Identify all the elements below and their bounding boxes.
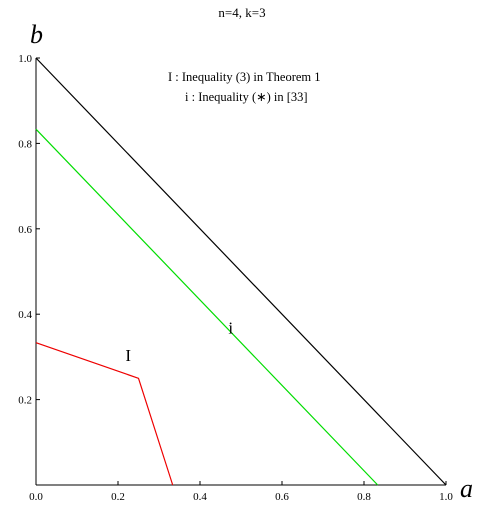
y-tick-label: 0.6 [18,224,32,236]
x-tick-label: 0.0 [29,491,43,503]
y-tick-label: 1.0 [18,53,32,65]
axis-ticks: 0.0 0.2 0.4 0.6 0.8 1.0 0.2 0.4 0.6 0.8 1.0 [18,53,453,503]
x-axis-label: a [460,474,473,503]
x-tick-label: 0.8 [357,491,371,503]
curve-label-I: I [125,346,131,365]
chart-title: n=4, k=3 [218,5,265,20]
series-line-1 [35,128,379,486]
curve-labels: Ii [125,318,233,365]
y-tick-label: 0.8 [18,138,32,150]
series-group [35,57,447,486]
x-tick-label: 0.6 [275,491,289,503]
x-tick-label: 0.2 [111,491,125,503]
legend-entry-I: I : Inequality (3) in Theorem 1 [168,70,321,84]
legend-entry-i: i : Inequality (∗) in [33] [185,90,308,104]
x-tick-label: 0.4 [193,491,207,503]
series-line-0 [35,57,447,486]
curve-label-i: i [228,318,233,337]
y-axis-label: b [30,20,43,49]
x-tick-label: 1.0 [439,491,453,503]
y-tick-label: 0.4 [18,309,32,321]
series-line-2 [35,342,174,486]
y-tick-label: 0.2 [18,395,32,407]
